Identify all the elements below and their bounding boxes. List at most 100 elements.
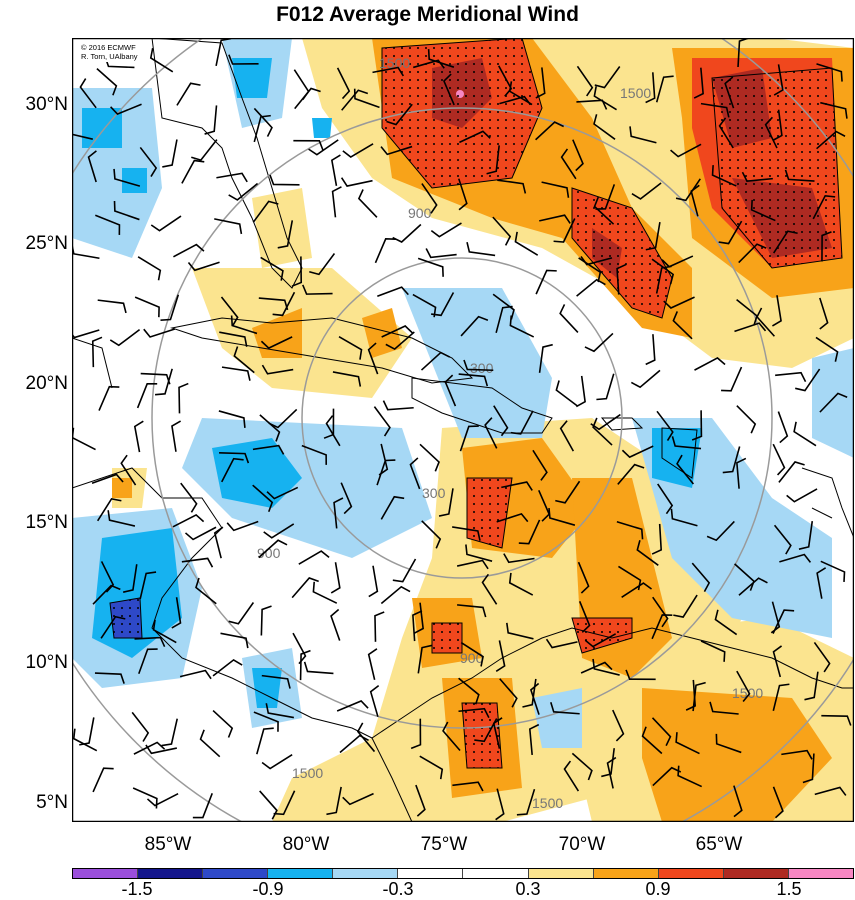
wind-barb [253,711,279,732]
wind-barb [253,107,273,137]
wind-barb [420,351,451,371]
wind-barb [816,130,846,150]
wind-barb [392,558,417,583]
wind-barb [265,703,295,719]
wind-barb [813,641,831,673]
wind-barb [553,218,576,243]
lat-label-20n: 20°N [25,373,68,394]
wind-barb [718,117,734,149]
wind-barb [459,130,491,144]
wind-barb [651,523,663,555]
wind-barb [303,661,334,675]
wind-barb [550,702,580,715]
wind-barb [340,177,373,187]
ring-label-1500-b: 1500 [620,85,651,101]
colorbar-swatch [333,869,399,878]
wind-barb [214,218,243,235]
wind-barb [421,183,438,214]
wind-barb [266,486,299,500]
wind-barb [143,328,176,338]
wind-barb [529,682,540,715]
wind-barb [535,269,557,295]
wind-barb [367,648,378,680]
wind-barb [711,165,737,187]
wind-barb [452,526,481,541]
wind-barb [671,436,702,450]
wind-barb [171,597,182,629]
wind-barb [535,121,565,141]
wind-barb [700,102,730,118]
wind-barb [463,359,494,372]
wind-barb [415,784,426,817]
wind-barb [592,417,613,446]
wind-barb [616,263,627,295]
wind-barb [714,609,738,636]
wind-barb [374,238,396,264]
wind-barb [308,139,339,156]
wind-barb [192,793,213,819]
wind-barb [486,145,500,175]
wind-barb [804,671,819,701]
wind-barb [96,68,118,96]
wind-barb [576,65,594,97]
wind-barb [100,561,115,593]
wind-barb [299,649,311,681]
wind-barb [195,577,217,605]
wind-barb [484,417,498,449]
lat-label-30n: 30°N [25,94,68,115]
wind-barb [616,521,644,540]
wind-barb [816,63,843,82]
wind-barb [503,553,535,564]
lon-label-70w: 70°W [558,834,606,855]
wind-barb [498,65,513,97]
wind-barb [138,648,158,675]
wind-barb [621,445,654,459]
colorbar-swatch [268,869,334,878]
wind-barb [325,415,341,447]
wind-barb [410,718,422,750]
wind-barb [113,200,140,221]
wind-barb [333,497,344,529]
ring-label-900-b: 900 [257,545,281,561]
ring-900 [151,107,773,729]
credit-line-2: R. Torn, UAlbany [81,52,138,61]
wind-barb [555,380,578,407]
wind-barb [690,184,700,217]
wind-barb [820,101,848,119]
wind-barb [419,443,440,472]
wind-barb [419,755,444,780]
wind-barb [772,786,784,819]
wind-barb [518,519,541,545]
wind-barb [571,752,593,781]
wind-barb [97,299,127,314]
ring-label-1500-d: 1500 [292,765,323,781]
wind-barb [694,356,726,371]
wind-barb [541,181,570,198]
wind-barb [676,454,695,485]
wind-barb [277,220,294,249]
wind-barb [417,644,432,674]
wind-barb [179,669,212,680]
ring-label-1500-c: 1500 [732,685,763,701]
wind-barb [474,718,498,743]
wind-barb [342,143,374,159]
wind-barb [592,658,620,676]
wind-barb [260,336,293,350]
wind-barb [252,444,285,455]
wind-barb [641,726,663,755]
wind-barb [261,674,291,689]
wind-barb [96,497,122,522]
wind-barb [510,410,534,435]
wind-barb [772,443,786,476]
wind-barb [733,785,743,818]
lon-label-80w: 80°W [282,834,330,855]
wind-barb [294,87,321,110]
wind-barb [693,67,704,99]
wind-barb [596,373,615,401]
wind-barb [226,520,259,532]
wind-barb [309,253,336,276]
wind-barb [230,315,258,335]
wind-barb [220,632,249,649]
colorbar-swatch [463,869,529,878]
wind-barb [376,459,396,486]
